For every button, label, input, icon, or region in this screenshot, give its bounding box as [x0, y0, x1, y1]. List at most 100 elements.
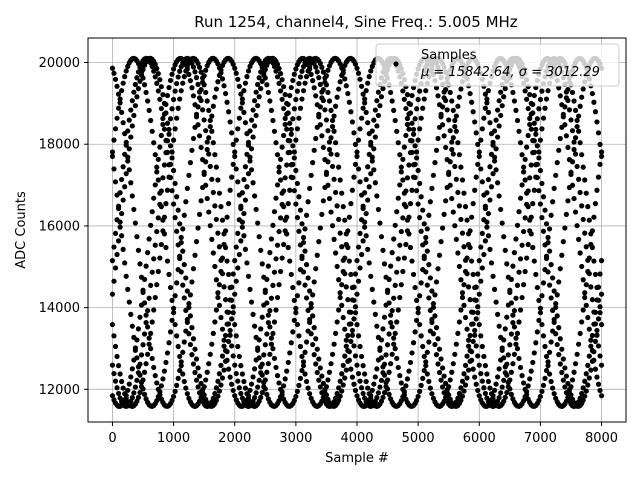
- data-point: [432, 292, 438, 298]
- data-point: [198, 144, 204, 151]
- data-point: [579, 152, 585, 158]
- data-point: [464, 353, 470, 359]
- data-point: [495, 311, 501, 317]
- data-point: [358, 115, 365, 121]
- data-point: [288, 162, 294, 168]
- data-point: [221, 343, 227, 349]
- data-point: [250, 374, 256, 380]
- data-point: [277, 177, 284, 183]
- data-point: [221, 83, 227, 89]
- data-point: [556, 279, 562, 285]
- data-point: [450, 151, 456, 157]
- data-point: [478, 244, 484, 250]
- data-point: [502, 370, 508, 376]
- data-point: [499, 220, 505, 226]
- data-point: [536, 188, 542, 194]
- data-point: [516, 209, 522, 215]
- data-point: [429, 185, 435, 191]
- data-point: [145, 98, 151, 104]
- data-point: [598, 149, 605, 155]
- data-point: [166, 271, 172, 278]
- data-point: [204, 139, 210, 145]
- data-point: [455, 330, 461, 336]
- data-point: [378, 94, 385, 100]
- data-point: [184, 185, 190, 191]
- data-point: [265, 361, 271, 367]
- data-point: [114, 115, 120, 121]
- data-point: [122, 151, 128, 157]
- data-point: [296, 382, 302, 388]
- data-point: [392, 117, 398, 124]
- data-point: [343, 83, 349, 89]
- data-point: [323, 82, 330, 88]
- data-point: [128, 134, 134, 140]
- data-point: [345, 297, 351, 303]
- data-point: [404, 115, 411, 122]
- data-point: [333, 189, 339, 196]
- data-point: [281, 188, 287, 194]
- data-point: [163, 201, 169, 207]
- data-point: [129, 366, 135, 372]
- data-point: [250, 134, 256, 140]
- data-point: [352, 353, 359, 359]
- data-point: [365, 197, 371, 203]
- data-point: [166, 84, 172, 91]
- data-point: [210, 189, 216, 196]
- data-point: [245, 68, 252, 74]
- data-point: [212, 203, 218, 209]
- data-point: [151, 256, 157, 262]
- y-tick-label: 16000: [39, 219, 80, 234]
- data-point: [155, 156, 161, 162]
- data-point: [303, 378, 310, 385]
- data-point: [277, 215, 284, 221]
- data-point: [391, 236, 397, 242]
- data-point: [391, 295, 397, 301]
- data-point: [151, 307, 157, 313]
- data-point: [436, 252, 443, 258]
- data-point: [196, 390, 203, 396]
- data-point: [174, 80, 180, 87]
- data-point: [271, 319, 278, 325]
- data-point: [267, 351, 273, 357]
- data-point: [230, 310, 236, 316]
- data-point: [358, 353, 365, 360]
- data-point: [141, 276, 148, 283]
- data-point: [459, 294, 466, 301]
- data-point: [326, 195, 333, 202]
- data-point: [161, 214, 168, 220]
- data-point: [441, 133, 447, 139]
- data-point: [565, 97, 571, 104]
- data-point: [576, 236, 582, 242]
- data-point: [401, 255, 407, 261]
- data-point: [148, 330, 154, 337]
- data-point: [114, 83, 120, 89]
- data-point: [276, 228, 282, 235]
- data-point: [279, 144, 285, 150]
- data-point: [224, 349, 230, 355]
- data-point: [496, 98, 502, 104]
- data-point: [183, 275, 189, 281]
- data-point: [421, 255, 427, 262]
- data-point: [226, 271, 232, 278]
- data-point: [435, 93, 441, 99]
- data-point: [470, 366, 476, 372]
- data-point: [305, 275, 311, 281]
- data-point: [542, 207, 548, 213]
- data-point: [588, 367, 594, 373]
- data-point: [562, 384, 568, 390]
- data-point: [397, 242, 403, 248]
- data-point: [296, 194, 302, 200]
- data-point: [204, 98, 210, 104]
- data-point: [302, 349, 308, 355]
- data-point: [348, 201, 354, 207]
- data-point: [493, 299, 499, 305]
- data-point: [371, 381, 377, 387]
- data-point: [300, 269, 307, 275]
- data-point: [274, 373, 281, 379]
- data-point: [433, 325, 440, 331]
- data-point: [465, 284, 472, 290]
- data-point: [563, 373, 569, 379]
- data-point: [522, 177, 528, 183]
- data-point: [170, 66, 177, 72]
- data-point: [482, 238, 488, 244]
